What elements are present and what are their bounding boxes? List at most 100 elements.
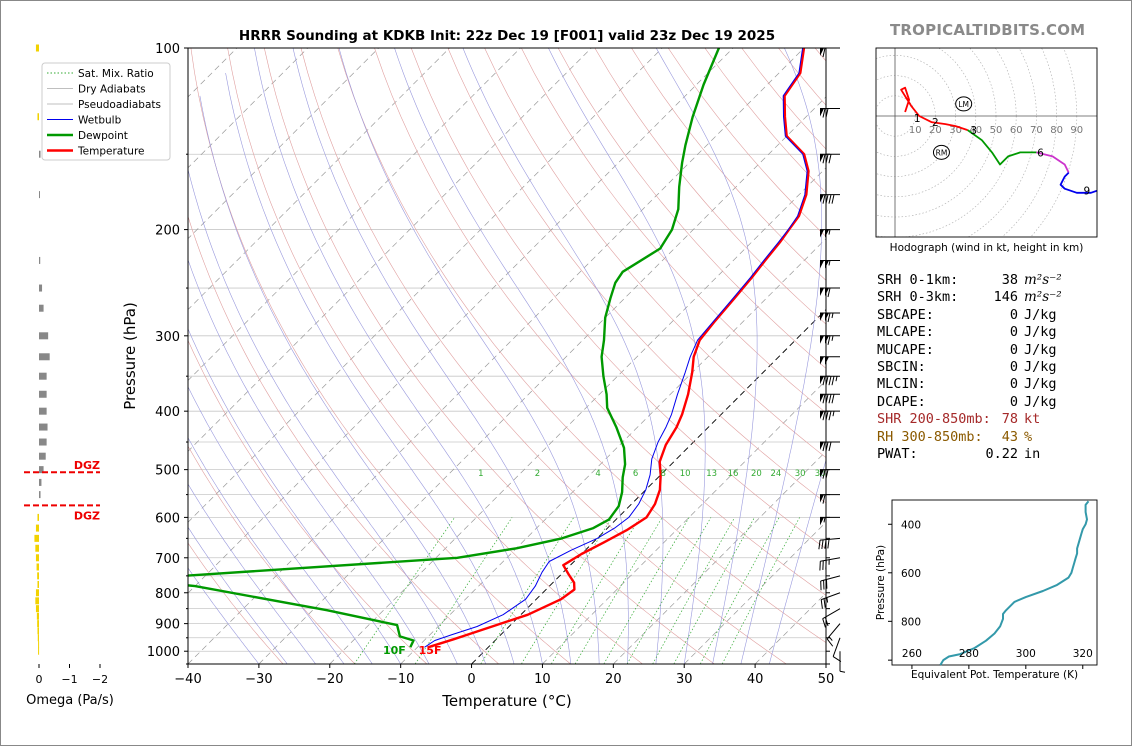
omega-bar — [37, 113, 39, 121]
dry-adiabat — [521, 48, 826, 414]
stat-unit: J/kg — [1024, 393, 1057, 410]
wind-barb — [826, 623, 841, 647]
barb-staff — [821, 592, 841, 601]
omega-bar — [39, 191, 40, 199]
hodograph-frame — [875, 47, 1098, 238]
stat-row: SRH 0-1km: 38 m²s⁻² — [877, 272, 1082, 289]
legend-label: Dry Adiabats — [78, 84, 146, 96]
isotherm-line — [188, 48, 663, 523]
isotherm-line — [188, 48, 379, 240]
barb-flag — [828, 411, 832, 421]
stat-label: MLCAPE: — [877, 324, 934, 341]
omega-bar — [39, 304, 44, 312]
omega-bar — [38, 647, 40, 655]
stat-label: SBCIN: — [877, 359, 926, 376]
barb-pennant — [825, 335, 829, 344]
profile-dewpoint — [188, 48, 721, 648]
dry-adiabat — [814, 48, 826, 62]
stat-row: RH 300-850mb: 43% — [877, 429, 1082, 446]
wind-barb — [820, 469, 840, 479]
mixing-ratio-line — [354, 517, 455, 664]
wind-barb — [818, 537, 841, 550]
y-tick-label: 600 — [155, 511, 180, 526]
mixing-ratio-label: 8 — [661, 469, 666, 479]
stat-label: MUCAPE: — [877, 341, 934, 358]
moist-adiabat — [548, 48, 706, 664]
omega-axis-label: Omega (Pa/s) — [26, 693, 114, 708]
omega-bar — [39, 332, 49, 340]
stat-row: SBCIN: 0 J/kg — [877, 359, 1082, 376]
omega-bar — [35, 44, 39, 52]
thetae-x-tick-label: 320 — [1073, 648, 1093, 660]
skewt-legend: Sat. Mix. Ratio Dry Adiabats Pseudoadiabat… — [41, 62, 171, 161]
hodo-trace — [900, 86, 968, 131]
stat-unit: kt — [1024, 411, 1041, 428]
stat-row: PWAT: 0.22 in — [877, 446, 1082, 463]
legend-box — [41, 62, 171, 161]
hodo-height-label: 6 — [1037, 147, 1044, 159]
barb-half-flag — [828, 636, 833, 641]
hodo-trace — [967, 129, 1037, 166]
barb-half-flag — [823, 517, 826, 523]
wind-barb — [839, 651, 846, 673]
dry-adiabat — [999, 48, 1134, 664]
barb-flag — [831, 194, 835, 204]
stat-unit: J/kg — [1024, 359, 1057, 376]
isotherm-line — [683, 521, 826, 664]
wind-barb — [820, 375, 840, 386]
isotherm-line — [188, 48, 309, 169]
mixing-ratio-label: 13 — [706, 469, 717, 479]
mixing-ratio-line — [550, 517, 641, 664]
stat-label: SRH 0-3km: — [877, 289, 959, 306]
stat-value: 38 — [1001, 272, 1018, 288]
mixing-ratio-label: 4 — [595, 469, 600, 479]
stat-unit: m²s⁻² — [1024, 272, 1062, 288]
barb-flag — [828, 394, 832, 404]
barb-pennant — [820, 313, 824, 322]
hodo-ring-label: 30 — [949, 125, 962, 136]
stat-value: 0 — [1009, 359, 1018, 376]
barb-pennant — [820, 517, 824, 526]
stat-label: RH 300-850mb: — [877, 428, 983, 445]
barb-pennant — [820, 494, 824, 503]
dgz-label: DGZ — [74, 459, 100, 472]
barb-flag — [828, 154, 832, 164]
barb-half-flag — [839, 670, 846, 673]
stat-unit: J/kg — [1024, 324, 1057, 341]
barb-pennant — [825, 356, 829, 365]
wind-barb — [820, 153, 840, 164]
hodo-height-label: 1 — [914, 113, 921, 125]
dry-adiabat — [227, 48, 643, 664]
omega-bar — [37, 572, 39, 580]
stat-value: 78 — [1001, 411, 1018, 428]
omega-bar — [35, 554, 39, 562]
barb-flag — [831, 376, 835, 386]
barb-half-flag — [828, 260, 831, 266]
moist-adiabat — [740, 48, 822, 664]
mixing-ratio-label: 1 — [478, 469, 483, 479]
dgz-label: DGZ — [74, 509, 100, 522]
moist-adiabat — [462, 48, 664, 664]
x-tick-label: −20 — [316, 672, 343, 687]
mixing-ratio-line — [574, 517, 663, 664]
barb-flag — [828, 441, 832, 452]
barb-flag — [825, 394, 829, 404]
moist-adiabat — [188, 386, 373, 664]
stat-value: 0 — [1009, 393, 1018, 410]
dry-adiabat — [264, 48, 715, 664]
barb-flag — [825, 469, 829, 479]
omega-bar — [39, 353, 50, 361]
mixing-ratio-line — [673, 517, 755, 664]
moist-adiabat — [188, 168, 458, 664]
x-tick-label: 30 — [676, 672, 693, 687]
barb-flag — [825, 108, 829, 118]
thetae-x-tick-label: 260 — [902, 648, 922, 660]
omega-tick-label: 0 — [36, 673, 43, 686]
barb-staff — [826, 623, 841, 640]
omega-bar — [37, 634, 39, 642]
hodo-ring-label: 10 — [909, 125, 922, 136]
stat-label: MLCIN: — [877, 376, 926, 393]
omega-bar — [37, 580, 39, 588]
barb-pennant — [825, 313, 829, 322]
